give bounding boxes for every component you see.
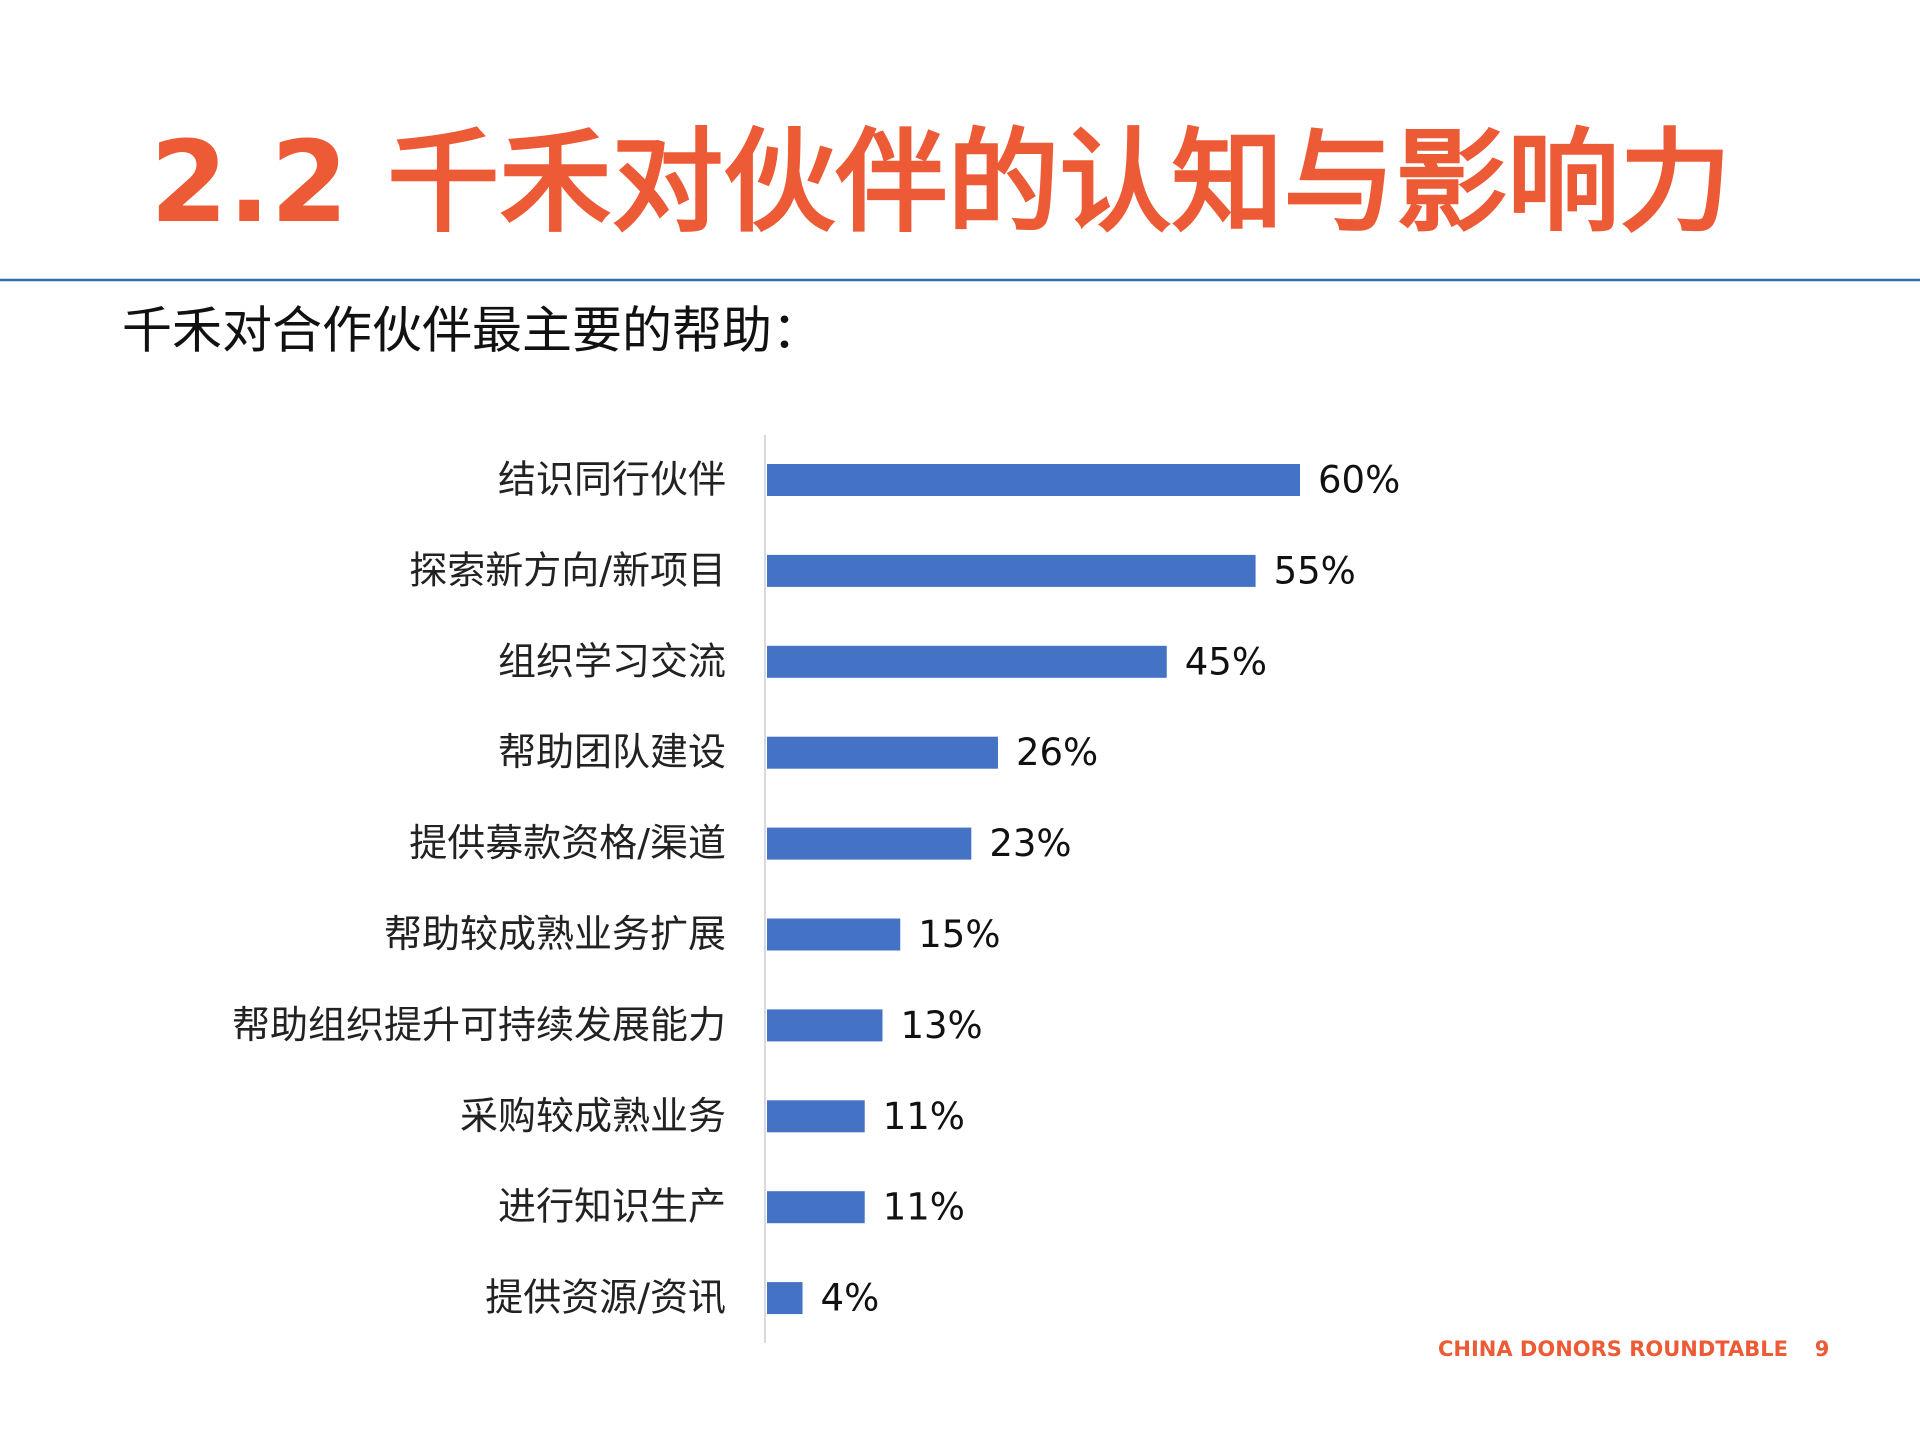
bar [767,1009,883,1042]
value-label: 15% [918,913,1000,956]
category-label: 采购较成熟业务 [460,1094,726,1138]
bar [767,918,901,951]
bar [767,1191,865,1224]
slide-title: 2.2 千禾对伙伴的认知与影响力 [150,118,1731,248]
category-label: 提供募款资格/渠道 [409,821,726,865]
value-label: 11% [883,1095,965,1138]
category-label: 进行知识生产 [498,1185,726,1229]
value-label: 4% [821,1277,880,1320]
page-number: 9 [1815,1337,1830,1361]
value-label: 13% [900,1004,982,1047]
bar [767,464,1300,496]
category-label: 探索新方向/新项目 [409,548,726,592]
category-label: 结识同行伙伴 [498,458,726,502]
value-label: 45% [1185,640,1267,683]
category-label: 帮助组织提升可持续发展能力 [232,1003,726,1047]
chart-title: 千禾对合作伙伴最主要的帮助： [122,302,822,360]
bar [767,1100,865,1133]
bar [767,1282,803,1315]
bar [767,827,972,860]
value-label: 55% [1274,549,1356,592]
bar [767,554,1256,587]
category-label: 提供资源/资讯 [485,1276,726,1320]
category-label: 帮助较成熟业务扩展 [384,912,726,956]
value-label: 26% [1016,731,1098,774]
value-label: 23% [989,822,1071,865]
category-label: 帮助团队建设 [498,730,726,774]
value-label: 11% [883,1186,965,1229]
bar [767,736,998,769]
value-label: 60% [1318,459,1400,502]
footer-text: CHINA DONORS ROUNDTABLE [1438,1337,1788,1361]
category-label: 组织学习交流 [498,639,726,683]
bar [767,645,1167,678]
